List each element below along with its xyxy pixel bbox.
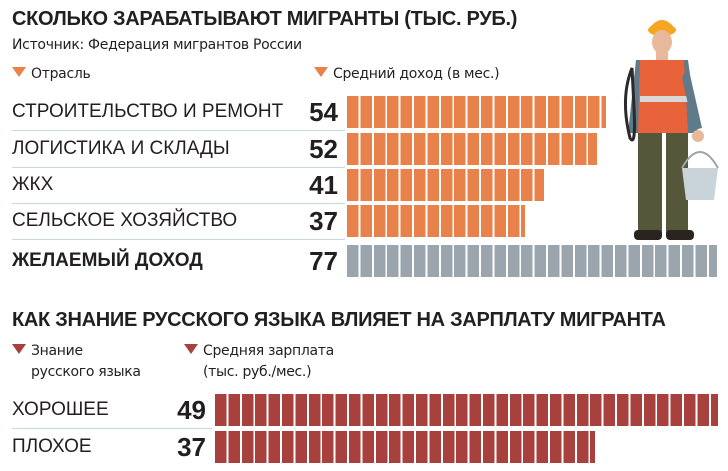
triangle-marker-icon	[314, 67, 328, 77]
row-divider	[12, 428, 212, 429]
legend-value-label-2: (тыс. руб./мес.)	[203, 364, 312, 380]
category-label: ЖКХ	[12, 174, 54, 195]
data-label: 49	[177, 395, 206, 425]
category-label: ЛОГИСТИКА И СКЛАДЫ	[12, 138, 230, 159]
chart-title-top: СКОЛЬКО ЗАРАБАТЫВАЮТ МИГРАНТЫ (ТЫС. РУБ.…	[12, 8, 518, 30]
row-divider	[12, 239, 345, 240]
legend-category: Отрасль	[12, 64, 91, 85]
legend-value-label-1: Средняя зарплата	[203, 343, 334, 359]
legend-category-label-2: русского языка	[31, 364, 141, 380]
bar	[347, 205, 525, 237]
triangle-marker-icon	[184, 344, 198, 354]
bar	[215, 394, 718, 426]
bar	[347, 245, 717, 277]
category-label: ПЛОХОЕ	[12, 436, 92, 457]
bar	[347, 169, 544, 201]
legend-category-label: Отрасль	[31, 66, 91, 82]
data-label: 77	[309, 246, 338, 276]
worker-illustration	[623, 20, 719, 240]
category-label: СЕЛЬСКОЕ ХОЗЯЙСТВО	[12, 210, 238, 231]
bar	[215, 431, 595, 463]
bar	[347, 133, 597, 165]
category-label: ЖЕЛАЕМЫЙ ДОХОД	[12, 250, 203, 271]
data-label: 37	[177, 432, 206, 462]
chart-title-bottom: КАК ЗНАНИЕ РУССКОГО ЯЗЫКА ВЛИЯЕТ НА ЗАРП…	[12, 309, 666, 331]
category-label: СТРОИТЕЛЬСТВО И РЕМОНТ	[12, 101, 284, 122]
data-label: 37	[309, 206, 338, 236]
legend-value: Средний доход (в мес.)	[314, 64, 500, 85]
legend-value-label: Средний доход (в мес.)	[333, 66, 500, 82]
source-text: Источник: Федерация мигрантов России	[12, 37, 302, 53]
data-label: 41	[309, 170, 338, 200]
triangle-marker-icon	[12, 67, 26, 77]
legend-category-bottom: Знание русского языка	[12, 341, 141, 383]
row-divider	[12, 167, 345, 168]
row-divider	[12, 130, 345, 131]
category-label: ХОРОШЕЕ	[12, 399, 109, 420]
data-label: 54	[309, 97, 338, 127]
data-label: 52	[309, 134, 338, 164]
legend-category-label-1: Знание	[31, 343, 83, 359]
bar	[347, 96, 607, 128]
triangle-marker-icon	[12, 344, 26, 354]
legend-value-bottom: Средняя зарплата (тыс. руб./мес.)	[184, 341, 334, 383]
row-divider	[12, 203, 345, 204]
